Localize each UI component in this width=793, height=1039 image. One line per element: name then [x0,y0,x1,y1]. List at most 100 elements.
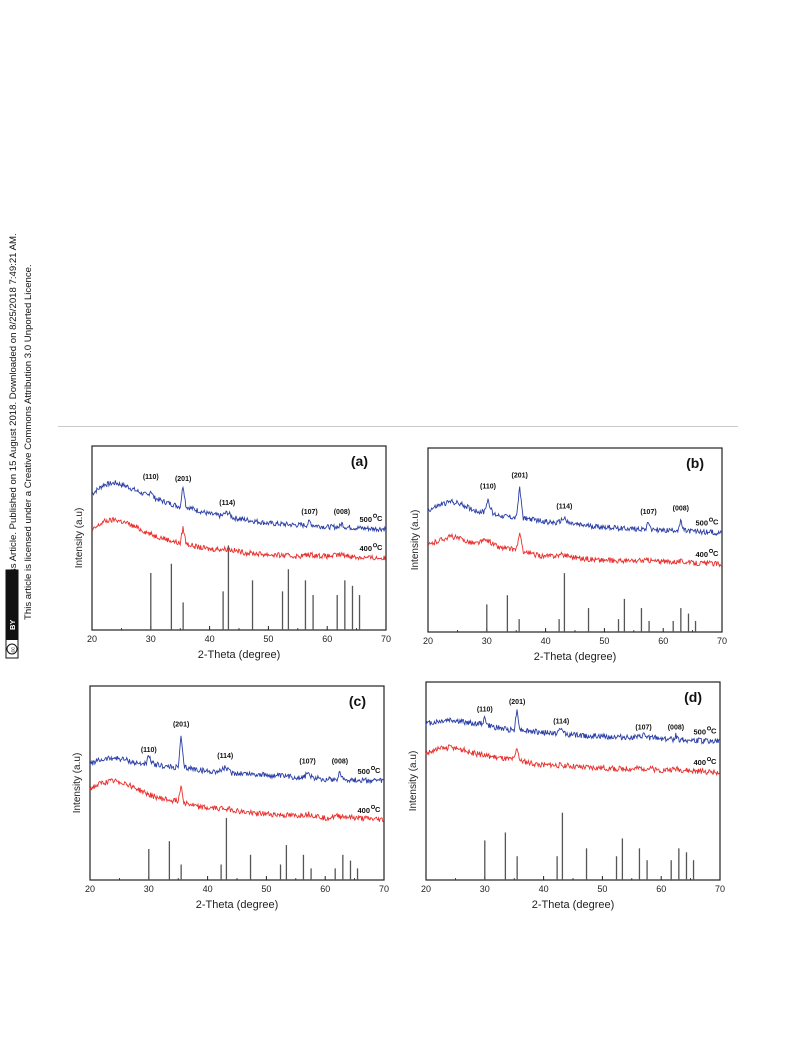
peak-label: (008) [334,509,350,516]
license-side-svg: Open Access Article. Published on 15 Aug… [5,233,34,659]
x-tick-label: 20 [87,634,97,644]
x-tick-label: 70 [381,634,391,644]
x-tick-label: 70 [715,884,725,894]
peak-label: (008) [668,725,684,732]
series-line-upper [425,709,720,745]
series-line-upper [89,735,384,785]
degree-symbol [370,766,375,771]
series-unit-label: C [711,726,717,735]
x-tick-label: 30 [144,884,154,894]
peak-label: (114) [553,719,569,726]
x-tick-label: 50 [599,636,609,646]
series-unit-label: C [713,549,719,558]
chart-c-svg: 20 30 40 50 60 70 2-Theta (degree) Intensity (a… [72,685,389,911]
x-tick-label: 20 [421,884,431,894]
series-temp-label: 500 [693,727,706,736]
panel-label: (c) [349,693,366,709]
peak-label: (110) [477,707,493,714]
peak-label: (110) [143,474,159,481]
x-tick-label: 50 [597,884,607,894]
x-axis-label: 2-Theta (degree) [534,651,617,663]
y-axis-label: Intensity (a.u) [410,510,421,571]
degree-symbol [706,757,711,762]
series-unit-label: C [711,757,717,766]
chart-d-svg: 20 30 40 50 60 70 2-Theta (degree) Intensity (a… [408,681,725,911]
xrd-panel-d: 20 30 40 50 60 70 2-Theta (degree) Intensity (a… [402,676,732,920]
x-tick-label: 60 [656,884,666,894]
x-tick-label: 20 [423,636,433,646]
peak-label: (114) [556,504,572,511]
y-axis-label: Intensity (a.u) [408,751,419,812]
license-line-1: Open Access Article. Published on 15 Aug… [8,233,19,620]
degree-symbol [706,726,711,731]
x-tick-label: 70 [717,636,727,646]
peak-label: (201) [173,722,189,729]
series-line-lower [91,516,386,561]
peak-label: (110) [141,747,157,754]
x-tick-label: 60 [322,634,332,644]
series-unit-label: C [375,805,381,814]
plot-frame [425,681,721,881]
peak-label: (201) [512,472,528,479]
degree-symbol [372,543,377,548]
degree-symbol [708,548,713,553]
peak-label: (201) [175,476,191,483]
x-tick-label: 20 [85,884,95,894]
xrd-panel-b: 20 30 40 50 60 70 2-Theta (degree) Intensity (a… [404,442,734,672]
x-tick-label: 40 [541,636,551,646]
series-temp-label: 500 [359,515,372,524]
x-tick-label: 50 [263,634,273,644]
x-tick-label: 30 [480,884,490,894]
chart-b-svg: 20 30 40 50 60 70 2-Theta (degree) Intensity (a… [410,447,727,663]
series-temp-label: 400 [693,758,706,767]
peak-label: (008) [673,506,689,513]
degree-symbol [370,804,375,809]
peak-label: (107) [299,759,315,766]
x-tick-label: 30 [146,634,156,644]
peak-label: (008) [332,759,348,766]
panel-label: (d) [684,689,702,705]
peak-label: (107) [635,725,651,732]
y-axis-label: Intensity (a.u) [74,508,85,569]
x-tick-label: 70 [379,884,389,894]
cc-by-label: BY [8,620,17,630]
cc-by-badge[interactable]: cc BY [5,569,19,659]
x-tick-label: 40 [205,634,215,644]
series-line-lower [427,532,722,568]
series-temp-label: 400 [695,550,708,559]
series-line-lower [89,778,384,823]
xrd-panel-c: 20 30 40 50 60 70 2-Theta (degree) Intensity (a… [66,680,396,920]
x-tick-label: 60 [320,884,330,894]
license-line-2: This article is licensed under a Creativ… [23,264,34,620]
x-tick-label: 30 [482,636,492,646]
series-temp-label: 500 [357,767,370,776]
x-tick-label: 40 [539,884,549,894]
degree-symbol [708,517,713,522]
y-axis-label: Intensity (a.u) [72,753,83,814]
peak-label: (201) [509,699,525,706]
series-line-upper [427,486,722,536]
series-line-lower [425,744,720,777]
series-line-upper [91,480,386,533]
panel-label: (b) [686,455,704,471]
plot-frame [89,685,385,881]
x-tick-label: 60 [658,636,668,646]
series-temp-label: 400 [357,806,370,815]
x-axis-label: 2-Theta (degree) [196,899,279,911]
series-unit-label: C [377,543,383,552]
cc-icon [6,643,18,655]
xrd-panel-a: 20 30 40 50 60 70 2-Theta (degree) Intensity (a… [68,440,398,670]
peak-label: (110) [480,483,496,490]
panel-label: (a) [351,453,368,469]
series-unit-label: C [377,514,383,523]
series-unit-label: C [375,766,381,775]
chart-a-svg: 20 30 40 50 60 70 2-Theta (degree) Intensity (a… [74,445,391,661]
x-axis-label: 2-Theta (degree) [532,899,615,911]
peak-label: (114) [219,500,235,507]
x-tick-label: 40 [203,884,213,894]
license-side-note: Open Access Article. Published on 15 Aug… [0,0,50,700]
peak-label: (114) [217,753,233,760]
series-temp-label: 500 [695,519,708,528]
series-temp-label: 400 [359,544,372,553]
cc-badge-label: cc [10,647,16,653]
